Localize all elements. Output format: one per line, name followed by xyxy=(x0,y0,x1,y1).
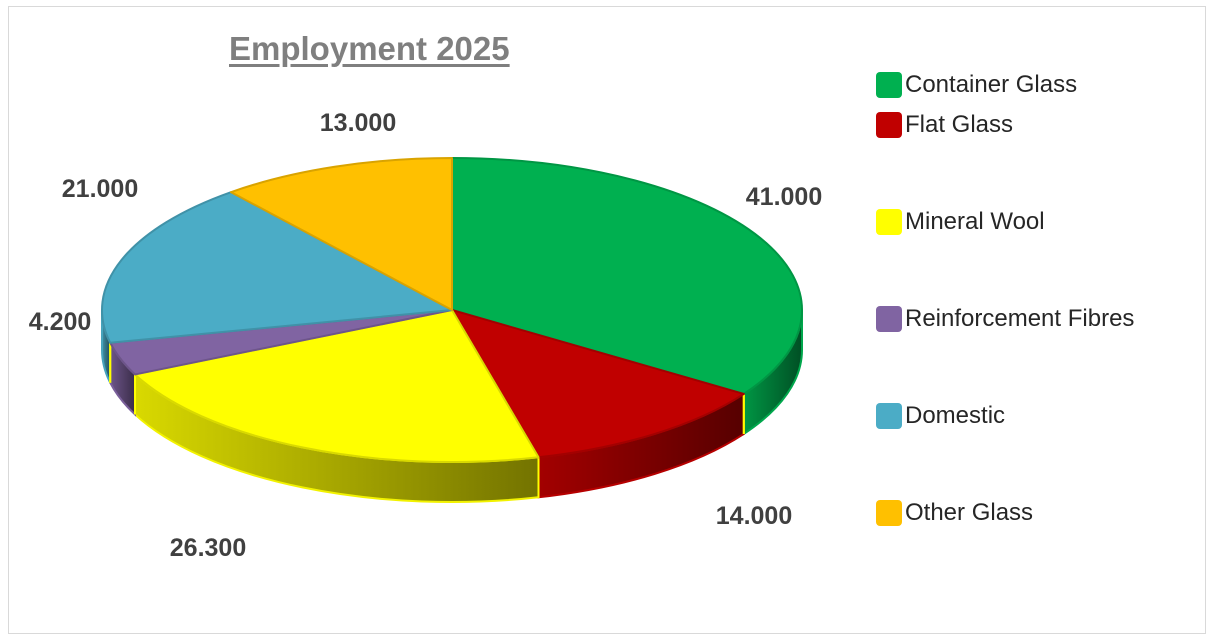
legend-item-other-glass: Other Glass xyxy=(876,496,1196,593)
data-label-mineral-wool: 26.300 xyxy=(170,534,246,562)
legend-swatch xyxy=(876,209,902,235)
legend-item-flat-glass: Flat Glass xyxy=(876,108,1196,205)
legend-label: Reinforcement Fibres xyxy=(905,305,1135,332)
legend-swatch xyxy=(876,403,902,429)
data-label-reinforcement-fibres: 4.200 xyxy=(29,308,92,336)
slice-domestic xyxy=(101,191,453,344)
legend-item-reinforcement-fibres: Reinforcement Fibres xyxy=(876,302,1196,399)
legend-swatch xyxy=(876,306,902,332)
legend-label: Container Glass xyxy=(905,71,1078,98)
legend-swatch xyxy=(876,72,902,98)
pie-chart: 41.000 14.000 26.300 4.200 21.000 13.000 xyxy=(29,109,823,562)
data-label-domestic: 21.000 xyxy=(62,175,138,203)
data-label-flat-glass: 14.000 xyxy=(716,502,792,530)
slice-other-glass xyxy=(229,157,453,311)
legend-label: Other Glass xyxy=(905,499,1034,526)
legend-label: Flat Glass xyxy=(905,111,1014,138)
legend-swatch xyxy=(876,500,902,526)
slice-flat-glass xyxy=(451,309,745,459)
chart-title: Employment 2025 xyxy=(229,30,510,67)
data-label-container-glass: 41.000 xyxy=(746,183,822,211)
legend-label: Domestic xyxy=(905,402,1006,429)
legend-swatch xyxy=(876,112,902,138)
legend-item-container-glass: Container Glass xyxy=(876,68,1196,108)
legend: Container Glass Flat Glass Mineral Wool … xyxy=(876,68,1196,593)
legend-item-domestic: Domestic xyxy=(876,399,1196,496)
legend-item-mineral-wool: Mineral Wool xyxy=(876,205,1196,302)
slice-mineral-wool xyxy=(133,309,540,463)
legend-label: Mineral Wool xyxy=(905,208,1045,235)
data-label-other-glass: 13.000 xyxy=(320,109,396,137)
